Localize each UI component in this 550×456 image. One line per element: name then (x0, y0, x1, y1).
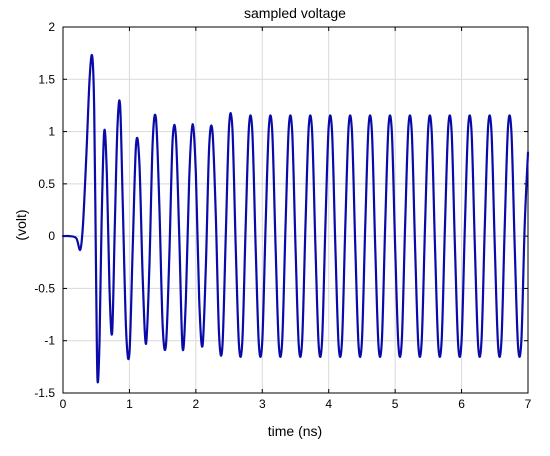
x-axis-label: time (ns) (268, 423, 322, 439)
y-tick-label: 0 (48, 229, 55, 243)
x-tick-label: 7 (525, 397, 532, 411)
x-tick-label: 5 (392, 397, 399, 411)
x-tick-label: 4 (325, 397, 332, 411)
y-tick-label: 1 (48, 125, 55, 139)
voltage-series-line (61, 53, 530, 384)
x-tick-label: 1 (126, 397, 133, 411)
x-tick-label: 0 (60, 397, 67, 411)
y-tick-label: 1.5 (38, 72, 55, 86)
y-axis-label: (volt) (13, 209, 29, 240)
tick-layer: 0 1 2 3 4 5 6 7 -1.5 -1 -0.5 0 0.5 1 1.5 2 (34, 20, 531, 411)
y-tick-label: -1.5 (34, 386, 55, 400)
plot-frame (62, 26, 529, 394)
y-tick-label: -0.5 (34, 281, 55, 295)
chart-title: sampled voltage (244, 5, 346, 21)
x-tick-label: 6 (458, 397, 465, 411)
y-tick-label: -1 (44, 334, 55, 348)
y-tick-label: 2 (48, 20, 55, 34)
x-tick-label: 2 (193, 397, 200, 411)
y-tick-label: 0.5 (38, 177, 55, 191)
x-tick-label: 3 (259, 397, 266, 411)
